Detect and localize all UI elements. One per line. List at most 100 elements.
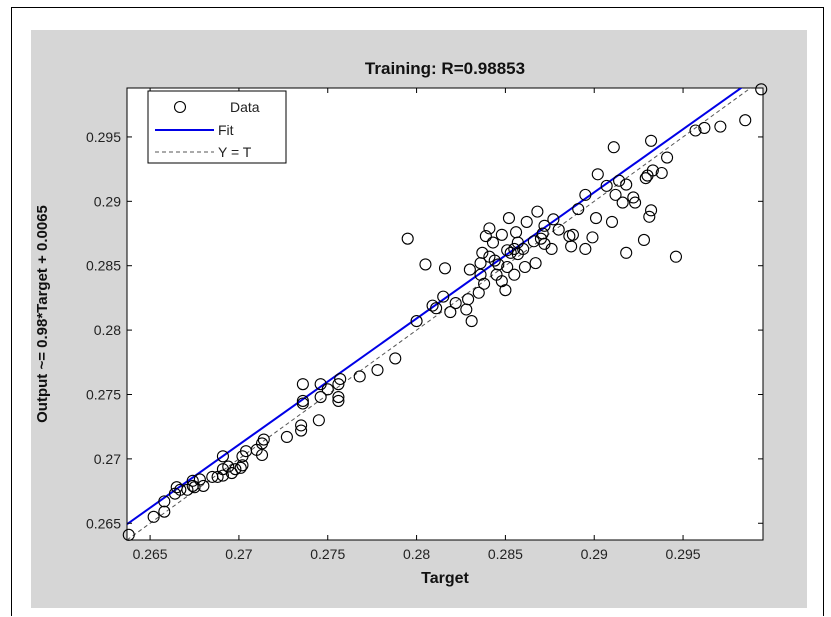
data-point xyxy=(531,205,544,218)
data-point xyxy=(312,414,325,427)
data-point xyxy=(755,83,768,96)
data-point xyxy=(616,196,629,209)
data-point xyxy=(508,268,521,281)
data-point xyxy=(476,246,489,259)
data-point xyxy=(295,419,308,432)
data-point xyxy=(321,383,334,396)
legend: Data Fit Y = T xyxy=(147,90,287,164)
x-tick-label: 0.285 xyxy=(488,546,523,562)
data-point xyxy=(698,121,711,134)
data-point xyxy=(643,210,656,223)
data-point xyxy=(504,246,517,259)
data-point xyxy=(426,299,439,312)
y-tick-label: 0.29 xyxy=(94,193,121,209)
data-point xyxy=(216,450,229,463)
x-tick-label: 0.265 xyxy=(133,546,168,562)
data-point xyxy=(158,495,171,508)
data-point xyxy=(579,188,592,201)
data-point xyxy=(517,242,530,256)
data-point xyxy=(607,141,620,154)
data-point xyxy=(620,178,633,191)
data-point xyxy=(591,168,604,181)
x-tick-label: 0.27 xyxy=(225,546,252,562)
data-point xyxy=(552,223,565,236)
data-point xyxy=(465,315,478,328)
data-point xyxy=(492,258,505,271)
data-point xyxy=(613,174,626,187)
data-point xyxy=(314,391,327,404)
y-tick-label: 0.27 xyxy=(94,451,121,467)
data-point xyxy=(669,250,682,263)
y-tick-label: 0.295 xyxy=(86,129,121,145)
legend-label: Data xyxy=(230,99,260,115)
data-point xyxy=(661,151,674,164)
axis-ticks: 0.265 0.27 0.275 0.28 0.285 0.29 0.295 0.265 0.2… xyxy=(86,88,763,562)
data-point xyxy=(296,397,309,410)
data-point xyxy=(529,257,542,270)
data-point xyxy=(646,164,659,177)
data-point xyxy=(158,505,171,518)
y-tick-label: 0.265 xyxy=(86,515,121,531)
data-point xyxy=(197,479,210,492)
data-point xyxy=(627,191,640,204)
data-point xyxy=(589,212,603,225)
data-point xyxy=(689,124,702,137)
data-point xyxy=(645,134,658,147)
data-point xyxy=(472,286,485,299)
data-point xyxy=(193,473,206,486)
data-point xyxy=(520,215,533,228)
data-point xyxy=(332,378,345,391)
data-point xyxy=(545,242,558,256)
data-point xyxy=(479,230,492,243)
x-tick-label: 0.295 xyxy=(666,546,701,562)
data-point xyxy=(186,474,199,487)
y-tick-label: 0.285 xyxy=(86,258,121,274)
data-point xyxy=(174,483,187,496)
data-point xyxy=(295,424,308,437)
data-point xyxy=(483,222,496,235)
data-point xyxy=(257,433,270,446)
chart-title: Training: R=0.98853 xyxy=(365,59,525,78)
data-point xyxy=(462,293,475,306)
data-point xyxy=(280,430,293,444)
data-point xyxy=(605,215,619,228)
data-point xyxy=(332,394,345,407)
data-point xyxy=(296,394,309,407)
data-point xyxy=(639,172,652,185)
legend-label: Fit xyxy=(218,122,234,138)
y-tick-label: 0.28 xyxy=(94,322,121,338)
data-point xyxy=(501,260,514,274)
data-point xyxy=(147,510,160,523)
data-point xyxy=(419,258,432,271)
data-point xyxy=(122,528,135,541)
data-point xyxy=(225,466,238,480)
data-point xyxy=(353,370,366,383)
data-point xyxy=(565,240,578,253)
data-point xyxy=(572,202,585,216)
data-point xyxy=(478,277,491,290)
y-tick-label: 0.275 xyxy=(86,386,121,402)
data-point xyxy=(714,120,727,133)
data-point xyxy=(566,228,579,241)
data-point xyxy=(229,463,242,476)
data-point xyxy=(222,460,235,473)
data-point xyxy=(600,179,613,192)
data-point xyxy=(486,236,500,249)
data-point xyxy=(488,254,501,267)
data-point xyxy=(449,297,462,310)
data-points xyxy=(122,83,768,541)
data-point xyxy=(620,246,633,259)
x-tick-label: 0.275 xyxy=(310,546,345,562)
x-tick-label: 0.29 xyxy=(581,546,608,562)
data-point xyxy=(444,306,457,319)
y-axis-title: Output ~= 0.98*Target + 0.0065 xyxy=(34,205,51,423)
data-point xyxy=(389,352,402,365)
data-point xyxy=(579,242,592,256)
legend-box xyxy=(147,90,287,164)
data-point xyxy=(437,290,450,303)
data-point xyxy=(410,315,423,328)
data-point xyxy=(495,228,508,241)
data-point xyxy=(609,188,622,201)
x-tick-label: 0.28 xyxy=(403,546,430,562)
